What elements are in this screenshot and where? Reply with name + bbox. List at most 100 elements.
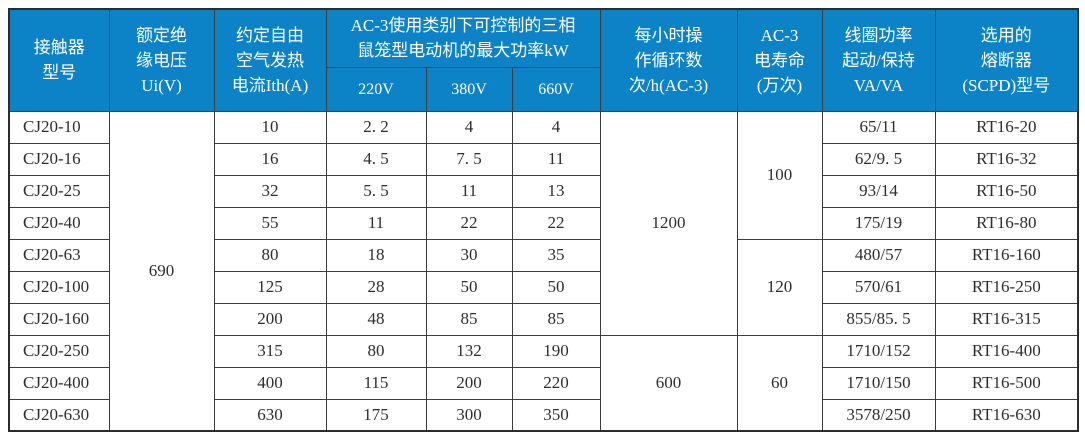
header-row-main: 接触器 型号 额定绝 缘电压 Ui(V) 约定自由 空气发热 电流Ith(A) … [8, 8, 1079, 112]
table-cell: 22 [511, 206, 601, 240]
table-cell: 350 [511, 398, 601, 432]
table-cell: RT16-160 [934, 238, 1079, 272]
table-cell: 690 [108, 110, 215, 432]
col-header-coil-power: 线圈功率 起动/保持 VA/VA [821, 8, 936, 112]
table-body: CJ20-10 690 10 2. 2 4 4 1200 100 65/11 RT16-20 CJ2… [8, 110, 1079, 432]
model-cell: CJ20-10 [8, 110, 110, 144]
table-cell: 5. 5 [325, 174, 427, 208]
col-header-cycles-per-hour: 每小时操 作循环数 次/h(AC-3) [599, 8, 738, 112]
table-row: CJ20-250 315 80 132 190 600 60 1710/152 RT16-400 [8, 334, 1079, 432]
table-cell: 4 [425, 110, 513, 144]
model-cell: CJ20-63 [8, 238, 110, 272]
col-header-660v: 660V [511, 66, 601, 112]
model-cell: CJ20-100 [8, 270, 110, 304]
table-cell: 4 [511, 110, 601, 144]
table-cell: RT16-32 [934, 142, 1079, 176]
table-cell: 4. 5 [325, 142, 427, 176]
table-cell: 18 [325, 238, 427, 272]
table-cell: 220 [511, 366, 601, 400]
table-header: 接触器 型号 额定绝 缘电压 Ui(V) 约定自由 空气发热 电流Ith(A) … [8, 8, 1079, 112]
table-cell: 30 [425, 238, 513, 272]
table-cell: RT16-630 [934, 398, 1079, 432]
table-cell: 570/61 [821, 270, 936, 304]
table-cell: 1200 [599, 110, 738, 336]
table-cell: 200 [425, 366, 513, 400]
contactor-spec-table: 接触器 型号 额定绝 缘电压 Ui(V) 约定自由 空气发热 电流Ith(A) … [8, 8, 1080, 432]
table-cell: 93/14 [821, 174, 936, 208]
table-row: CJ20-16 16 4. 5 7. 5 11 62/9. 5 RT16-32 [8, 142, 1079, 176]
table-row: CJ20-400 400 115 200 220 1710/150 RT16-500 [8, 366, 1079, 400]
table-cell: 400 [213, 366, 327, 400]
table-cell: 175/19 [821, 206, 936, 240]
table-cell: RT16-315 [934, 302, 1079, 336]
table-cell: RT16-50 [934, 174, 1079, 208]
table-cell: 1710/150 [821, 366, 936, 400]
table-cell: 22 [425, 206, 513, 240]
col-header-220v: 220V [325, 66, 427, 112]
table-cell: RT16-500 [934, 366, 1079, 400]
model-cell: CJ20-160 [8, 302, 110, 336]
table-cell: RT16-20 [934, 110, 1079, 144]
table-cell: 62/9. 5 [821, 142, 936, 176]
table-cell: 50 [425, 270, 513, 304]
table-row: CJ20-630 630 175 300 350 3578/250 RT16-630 [8, 398, 1079, 432]
table-cell: 16 [213, 142, 327, 176]
header-row-voltages: 220V 380V 660V [9, 66, 1078, 112]
model-cell: CJ20-25 [8, 174, 110, 208]
table-cell: 1710/152 [821, 334, 936, 368]
table-cell: 7. 5 [425, 142, 513, 176]
table-cell: 60 [736, 334, 823, 432]
table-cell: 100 [736, 110, 823, 240]
table-cell: 480/57 [821, 238, 936, 272]
table-cell: 125 [213, 270, 327, 304]
table-cell: 11 [325, 206, 427, 240]
table-row: CJ20-40 55 11 22 22 175/19 RT16-80 [8, 206, 1079, 240]
model-cell: CJ20-40 [8, 206, 110, 240]
table-cell: 190 [511, 334, 601, 368]
table-cell: 10 [213, 110, 327, 144]
table-cell: 55 [213, 206, 327, 240]
table-cell: 11 [511, 142, 601, 176]
table-cell: 300 [425, 398, 513, 432]
col-header-electrical-life: AC-3 电寿命 (万次) [736, 8, 823, 112]
table-cell: 120 [736, 238, 823, 336]
table-cell: 115 [325, 366, 427, 400]
table-cell: 2. 2 [325, 110, 427, 144]
table-cell: 855/85. 5 [821, 302, 936, 336]
table-cell: 85 [425, 302, 513, 336]
table-cell: 630 [213, 398, 327, 432]
col-header-380v: 380V [425, 66, 513, 112]
table-cell: RT16-250 [934, 270, 1079, 304]
table-cell: 28 [325, 270, 427, 304]
table-cell: 80 [213, 238, 327, 272]
table-cell: 3578/250 [821, 398, 936, 432]
table-row: CJ20-25 32 5. 5 11 13 93/14 RT16-50 [8, 174, 1079, 208]
model-cell: CJ20-630 [8, 398, 110, 432]
table-cell: 11 [425, 174, 513, 208]
table-cell: 35 [511, 238, 601, 272]
table-cell: 315 [213, 334, 327, 368]
table-cell: RT16-80 [934, 206, 1079, 240]
table-row: CJ20-10 690 10 2. 2 4 4 1200 100 65/11 RT16-20 [8, 110, 1079, 432]
model-cell: CJ20-16 [8, 142, 110, 176]
col-header-fuse-model: 选用的 熔断器 (SCPD)型号 [934, 8, 1079, 112]
table-cell: 85 [511, 302, 601, 336]
table-cell: 132 [425, 334, 513, 368]
table-cell: 50 [511, 270, 601, 304]
model-cell: CJ20-250 [8, 334, 110, 368]
table-cell: 600 [599, 334, 738, 432]
col-header-model: 接触器 型号 [8, 8, 110, 112]
table-cell: 175 [325, 398, 427, 432]
table-cell: 13 [511, 174, 601, 208]
table-cell: RT16-400 [934, 334, 1079, 368]
table-row: CJ20-100 125 28 50 50 570/61 RT16-250 [8, 270, 1079, 304]
table-cell: 80 [325, 334, 427, 368]
table-cell: 48 [325, 302, 427, 336]
table-cell: 32 [213, 174, 327, 208]
col-header-insulation-voltage: 额定绝 缘电压 Ui(V) [108, 8, 215, 112]
table-cell: 65/11 [821, 110, 936, 144]
col-header-thermal-current: 约定自由 空气发热 电流Ith(A) [213, 8, 327, 112]
col-header-max-power-group: AC-3使用类别下可控制的三相 鼠笼型电动机的最大功率kW [325, 8, 601, 68]
model-cell: CJ20-400 [8, 366, 110, 400]
